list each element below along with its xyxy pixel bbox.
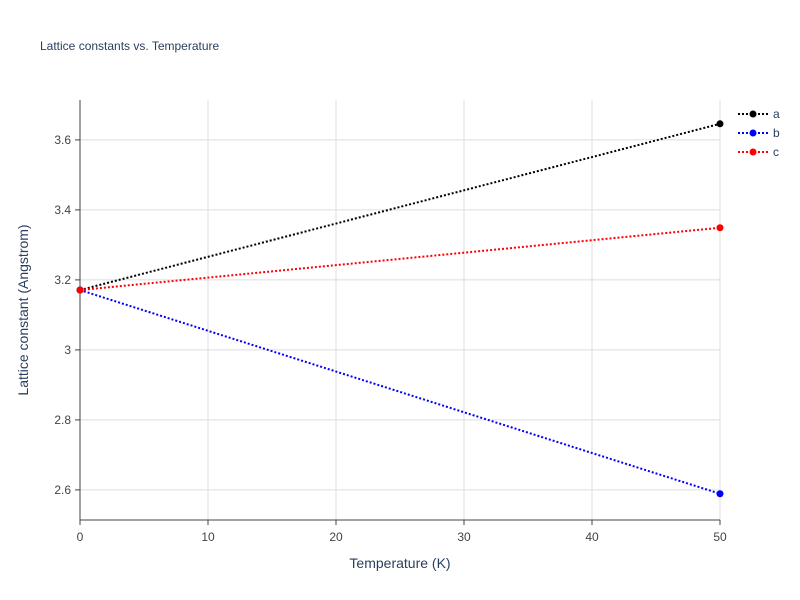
legend-marker (749, 148, 757, 156)
legend-label: b (773, 126, 780, 140)
x-tick-label: 30 (457, 530, 471, 544)
x-tick-label: 20 (329, 530, 343, 544)
y-tick-label: 2.8 (54, 413, 71, 427)
marker (716, 120, 724, 128)
y-axis-label: Lattice constant (Angstrom) (15, 224, 31, 395)
line (79, 226, 721, 292)
x-tick-label: 40 (585, 530, 599, 544)
marker (716, 490, 724, 498)
legend-marker (749, 129, 757, 137)
x-tick-label: 0 (77, 530, 84, 544)
legend-marker (749, 110, 757, 118)
legend-label: a (773, 107, 780, 121)
x-tick-label: 10 (201, 530, 215, 544)
x-axis-label: Temperature (K) (349, 555, 450, 571)
x-tick-label: 50 (713, 530, 727, 544)
y-tick-label: 3.6 (54, 133, 71, 147)
marker (76, 286, 84, 294)
y-tick-label: 3.4 (54, 203, 71, 217)
line (79, 122, 721, 292)
line (79, 289, 721, 495)
marker (716, 224, 724, 232)
y-tick-label: 2.6 (54, 483, 71, 497)
y-tick-label: 3 (64, 343, 71, 357)
chart-title: Lattice constants vs. Temperature (40, 39, 220, 53)
legend-label: c (773, 145, 779, 159)
y-tick-label: 3.2 (54, 273, 71, 287)
